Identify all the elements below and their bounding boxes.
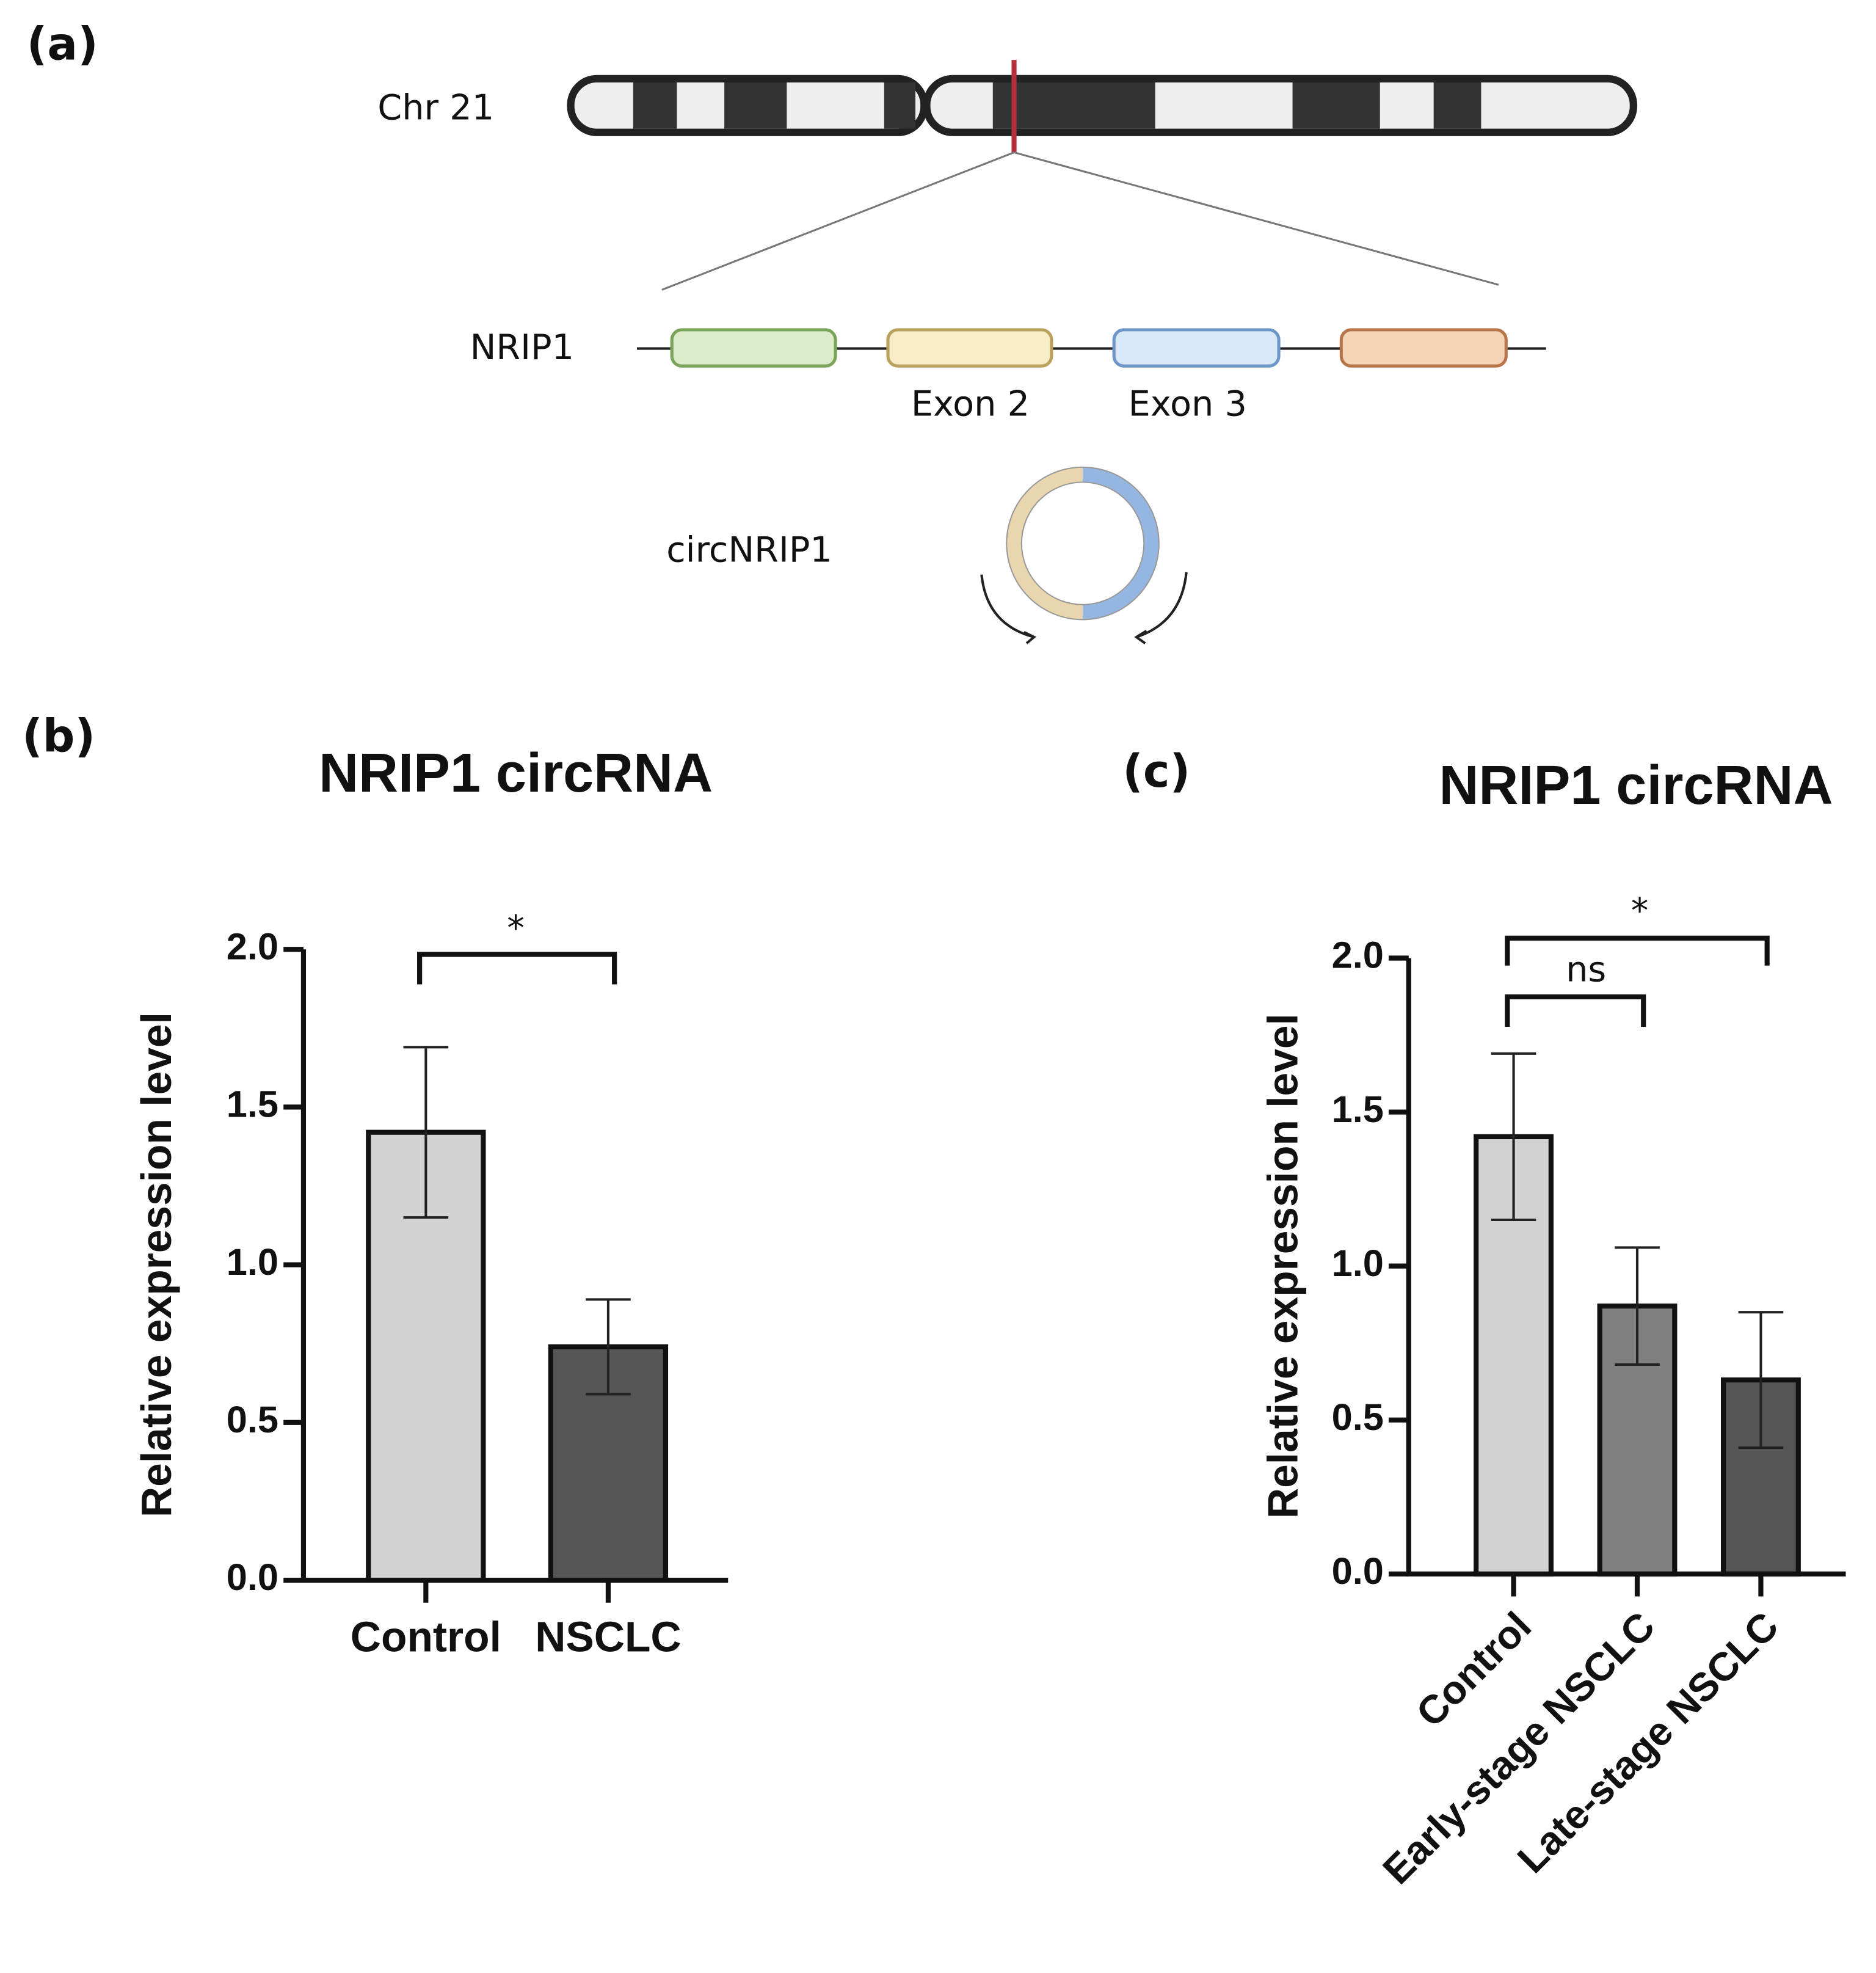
- canvas: (a) (b) (c) Chr 21 NRIP1 Exon 2 Exon 3 c…: [22, 19, 1846, 1892]
- y-tick-label: 0.0: [227, 1556, 278, 1599]
- panel-label: (c): [1122, 746, 1190, 798]
- circ-label: circNRIP1: [666, 530, 832, 571]
- panel-label: (a): [27, 19, 98, 71]
- significance-bracket: [1505, 994, 1646, 1027]
- panel-label: (b): [22, 711, 95, 763]
- significance-label: *: [1631, 891, 1649, 932]
- gene: [636, 328, 1546, 368]
- circ-rna: [980, 466, 1188, 644]
- exon-label: Exon 2: [911, 383, 1030, 424]
- chart-title: NRIP1 circRNA: [319, 743, 713, 804]
- significance-bracket: [1505, 935, 1770, 966]
- y-tick-label: 0.0: [1332, 1550, 1384, 1592]
- significance-label: ns: [1566, 949, 1606, 990]
- y-tick-label: 0.5: [1332, 1396, 1384, 1439]
- exon-label: Exon 3: [1129, 383, 1247, 424]
- y-axis-label: Relative expression level: [1259, 1013, 1307, 1519]
- chromosome: [567, 60, 1637, 291]
- y-tick-label: 0.5: [227, 1399, 278, 1441]
- chart-title: NRIP1 circRNA: [1439, 755, 1833, 816]
- y-tick-label: 1.5: [1332, 1089, 1384, 1131]
- y-tick-label: 1.0: [227, 1241, 278, 1283]
- significance-label: *: [507, 908, 525, 949]
- y-tick-label: 2.0: [1332, 935, 1384, 977]
- y-tick-label: 1.5: [227, 1084, 278, 1126]
- gene-label: NRIP1: [470, 327, 574, 368]
- chromosome-label: Chr 21: [377, 87, 494, 128]
- y-tick-label: 2.0: [227, 925, 278, 968]
- y-tick-label: 1.0: [1332, 1242, 1384, 1285]
- x-tick-label: Control: [351, 1613, 501, 1660]
- x-tick-label: NSCLC: [535, 1613, 681, 1660]
- significance-bracket: [417, 952, 617, 985]
- y-axis-label: Relative expression level: [133, 1012, 180, 1517]
